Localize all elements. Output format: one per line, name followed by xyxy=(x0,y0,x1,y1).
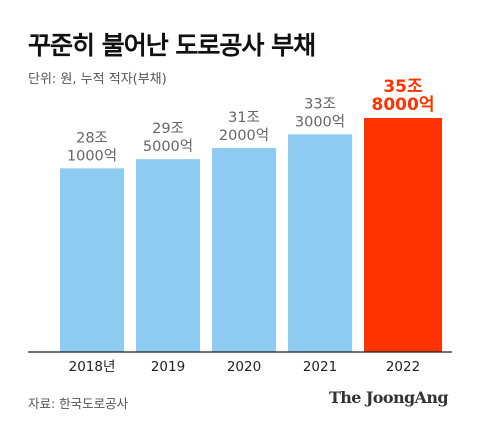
x-tick-label-3: 2021 xyxy=(303,359,337,375)
x-tick-label-1: 2019 xyxy=(151,359,185,375)
bar-4 xyxy=(364,118,442,352)
bar-value-label-1-1: 5000억 xyxy=(143,138,193,155)
chart-title: 꾸준히 불어난 도로공사 부채 xyxy=(28,31,316,60)
bar-value-label-3-0: 33조 xyxy=(304,96,336,112)
bar-value-label-0-1: 1000억 xyxy=(67,147,117,164)
brand-logo: The JoongAng xyxy=(328,388,449,407)
bar-value-label-2-0: 31조 xyxy=(228,110,260,126)
x-tick-label-2: 2020 xyxy=(227,359,261,375)
bar-value-label-2-1: 2000억 xyxy=(219,127,269,144)
unit-note: 단위: 원, 누적 적자(부채) xyxy=(28,72,167,87)
bar-value-label-4-0: 35조 xyxy=(383,77,423,97)
source-note: 자료: 한국도로공사 xyxy=(28,396,129,411)
bar-0 xyxy=(60,168,124,352)
bar-value-label-3-1: 3000억 xyxy=(295,113,345,130)
bar-3 xyxy=(288,134,352,352)
bar-1 xyxy=(136,159,200,352)
bar-2 xyxy=(212,148,276,352)
bars-layer xyxy=(60,118,442,352)
x-tick-label-4: 2022 xyxy=(386,359,420,375)
bar-value-label-1-0: 29조 xyxy=(152,121,184,137)
bar-value-label-4-1: 8000억 xyxy=(372,95,435,115)
x-tick-label-0: 2018년 xyxy=(69,359,116,375)
bar-value-label-0-0: 28조 xyxy=(76,130,108,146)
